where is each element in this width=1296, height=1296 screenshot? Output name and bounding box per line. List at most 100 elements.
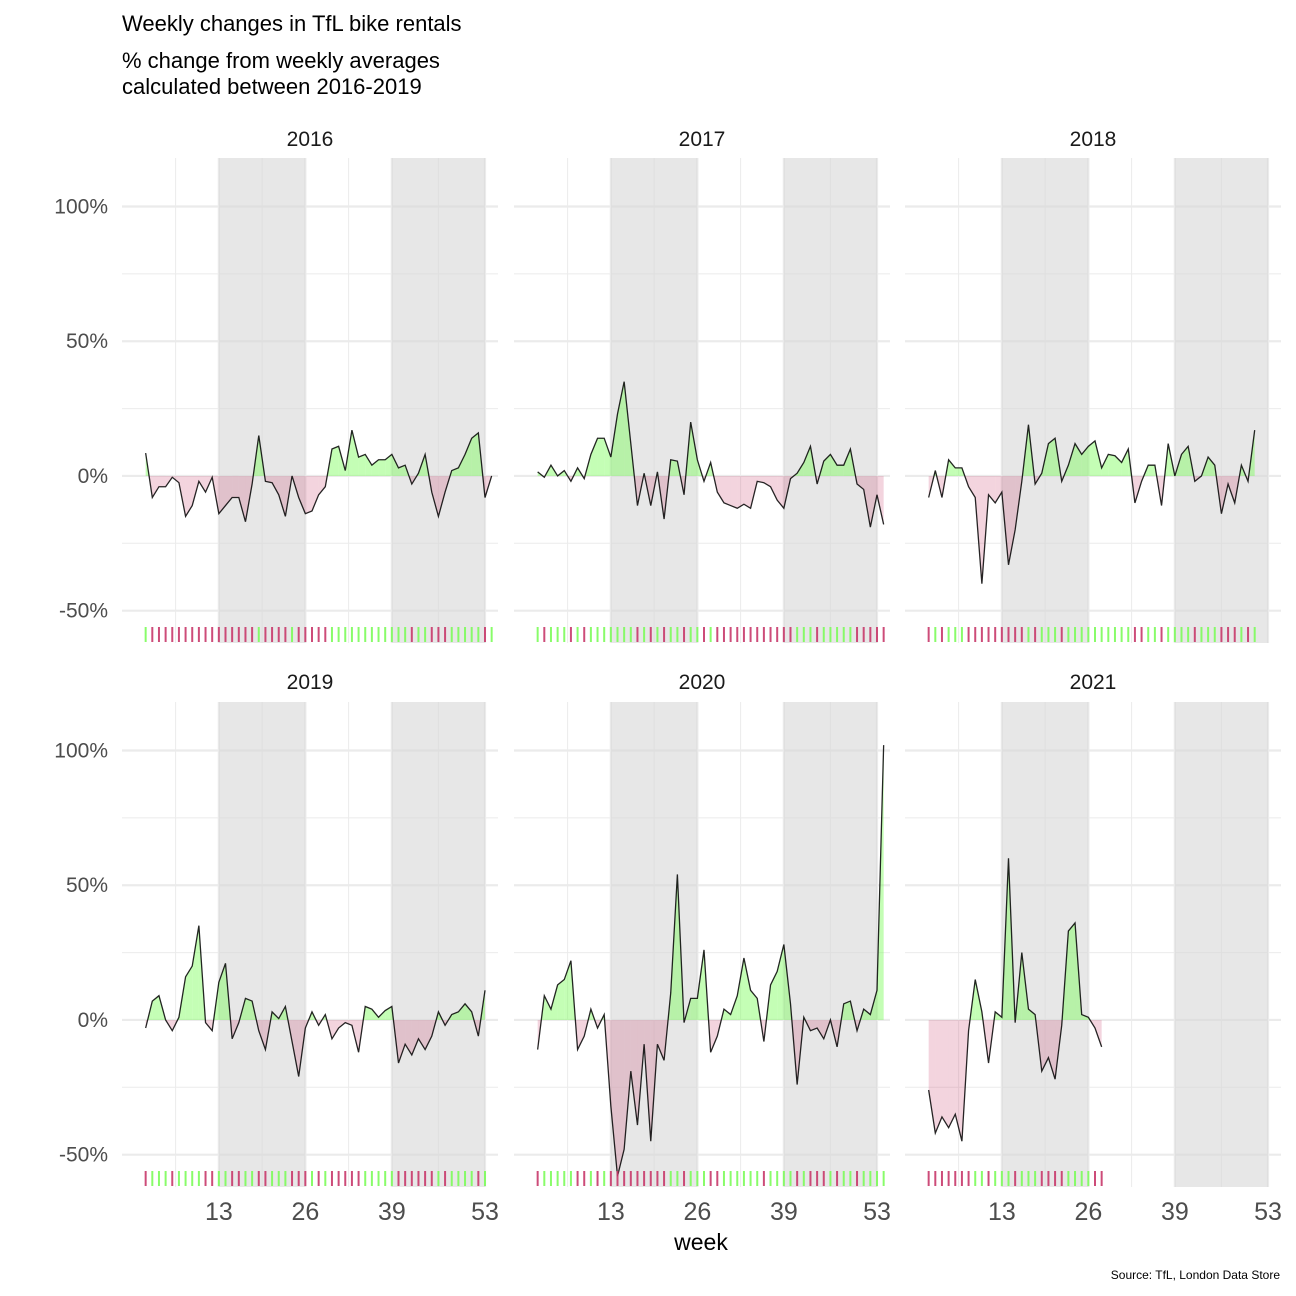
area-positive [723,1009,731,1020]
area-negative [1228,475,1235,503]
area-positive [544,995,551,1020]
area-positive [617,381,625,476]
area-positive [1121,449,1129,476]
chart-subtitle-line-1: % change from weekly averages [122,48,440,73]
chart-title: Weekly changes in TfL bike rentals [122,11,462,36]
area-negative [218,475,226,514]
area-positive [365,1006,372,1020]
area-positive [1068,443,1076,476]
shaded-quarter [783,702,877,1187]
y-axis-tick-labels: -50% 0% 50% 100% -50% 0% 50% 100% [54,196,108,1167]
area-positive [743,957,751,1020]
facet-label: 2020 [679,671,726,694]
series-line [537,745,885,1177]
area-negative [265,475,273,483]
facet-label: 2017 [679,128,726,151]
area-positive [1088,440,1095,476]
area-negative [1095,1019,1102,1047]
area-negative [331,1019,339,1039]
area-negative [272,475,279,495]
facet-label: 2019 [287,671,334,694]
area-positive [830,454,838,476]
area-negative [730,475,738,509]
area-positive [1148,465,1155,476]
x-tick-label: 26 [291,1198,319,1226]
area-positive [697,949,704,1020]
area-positive [331,446,339,476]
area-negative [630,1019,638,1126]
area-positive [597,438,605,476]
area-positive [837,465,844,476]
chart-subtitle-line-2: calculated between 2016-2019 [122,74,422,99]
shaded-quarter [783,158,877,643]
area-negative [877,475,884,525]
area-negative [418,1019,426,1050]
area-positive [955,467,962,476]
area-positive [1081,446,1089,476]
x-tick-label: 39 [770,1198,798,1226]
area-positive [1028,1009,1036,1020]
area-negative [238,475,246,522]
shaded-quarter [1174,158,1268,643]
area-negative [425,1019,432,1050]
area-negative [431,475,439,517]
area-positive [358,454,366,476]
area-negative [318,475,326,495]
x-tick-label: 13 [597,1198,625,1226]
area-negative [225,475,233,506]
area-negative [411,1019,419,1055]
x-axis-tick-labels: 13 26 39 53 13 26 39 53 13 26 39 53 [205,1198,1282,1226]
y-tick-label: 50% [66,330,108,353]
shaded-quarter [610,702,698,1187]
area-positive [1101,454,1109,476]
area-positive [471,432,479,476]
area-negative [624,1019,631,1150]
area-positive [1108,454,1115,476]
area-positive [777,944,784,1020]
area-positive [690,998,698,1020]
area-positive [1048,438,1056,476]
area-negative [928,1019,936,1134]
x-tick-label: 13 [205,1198,233,1226]
area-negative [278,475,286,517]
area-positive [185,966,193,1020]
x-tick-label: 26 [1074,1198,1102,1226]
area-negative [617,1019,625,1177]
area-positive [624,381,631,476]
area-positive [458,1003,466,1020]
area-negative [763,475,771,487]
area-negative [710,1019,718,1053]
area-negative [232,475,239,498]
area-positive [378,459,386,476]
area-negative [817,1019,824,1039]
area-negative [158,475,166,487]
area-negative [948,1019,956,1128]
area-negative [737,475,744,509]
area-negative [577,1019,585,1050]
facet-label: 2021 [1070,671,1117,694]
area-negative [298,475,306,514]
area-negative [777,475,784,509]
area-negative [657,1019,665,1061]
area-negative [941,1019,949,1128]
facet-panels: 2016 2017 2018 2019 2020 2021 [122,128,1281,1187]
area-positive [557,979,565,1020]
area-positive [365,454,372,476]
facet-panel-2021: 2021 [905,671,1281,1187]
area-negative [292,1019,299,1077]
area-negative [995,475,1002,503]
shaded-quarter [391,158,485,643]
area-positive [1068,922,1076,1020]
shaded-quarter [1174,702,1268,1187]
area-negative [1008,475,1016,565]
y-tick-label: 0% [78,465,108,488]
shaded-quarter [391,702,485,1187]
chart-caption: Source: TfL, London Data Store [1111,1268,1281,1282]
shaded-quarter [218,702,306,1187]
x-tick-label: 39 [378,1198,406,1226]
facet-panel-2019: 2019 [122,671,498,1187]
area-positive [152,995,159,1020]
area-positive [458,454,466,476]
shaded-quarter [610,158,698,643]
area-negative [935,1019,942,1134]
